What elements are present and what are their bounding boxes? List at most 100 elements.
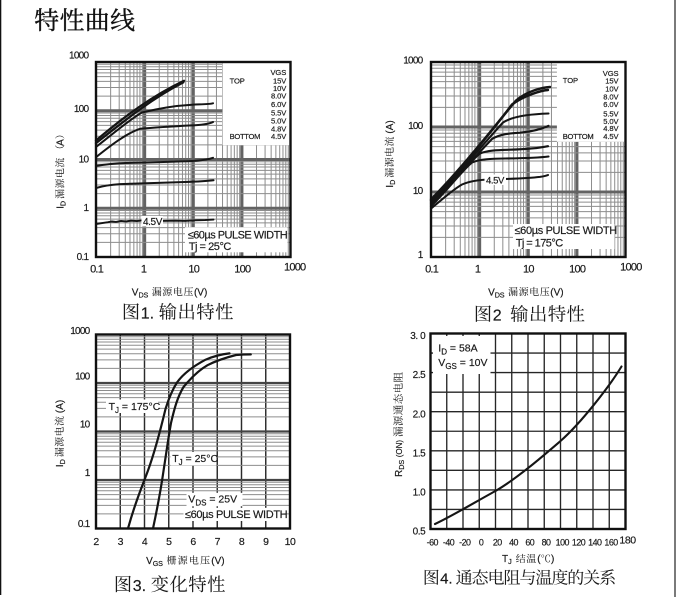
svg-text:4.8V: 4.8V (603, 124, 619, 133)
svg-text:VGS: VGS (270, 68, 286, 77)
svg-text:4: 4 (142, 536, 148, 548)
svg-text:1: 1 (475, 264, 481, 276)
svg-text:3. 0: 3. 0 (410, 331, 426, 342)
svg-text:140: 140 (588, 537, 602, 547)
svg-text:J: J (508, 557, 512, 566)
svg-text:7: 7 (215, 536, 221, 548)
svg-text:10V: 10V (273, 84, 287, 93)
svg-text:3.: 3. (133, 578, 146, 595)
svg-text:DS: DS (495, 291, 505, 300)
svg-text:120: 120 (572, 537, 586, 547)
svg-text:5: 5 (166, 536, 172, 548)
svg-text:1: 1 (418, 250, 424, 261)
svg-text:V: V (488, 287, 495, 298)
svg-text:D: D (388, 180, 397, 185)
svg-text:GS: GS (153, 559, 163, 568)
svg-text:4.: 4. (440, 571, 453, 588)
svg-text:100: 100 (74, 104, 90, 115)
svg-text:6.0V: 6.0V (603, 100, 619, 109)
svg-text:TOP: TOP (563, 76, 578, 85)
svg-text:0.1: 0.1 (77, 252, 90, 263)
svg-text:8.0V: 8.0V (271, 92, 287, 101)
svg-text:I: I (56, 206, 67, 209)
svg-text:VGS = 10V: VGS = 10V (438, 357, 487, 371)
svg-text:4.5V: 4.5V (271, 132, 287, 141)
svg-text:1000: 1000 (620, 262, 642, 274)
svg-text:0.1: 0.1 (90, 264, 104, 276)
svg-text:BOTTOM: BOTTOM (230, 132, 261, 141)
svg-text:100: 100 (569, 264, 586, 276)
svg-text:1: 1 (85, 468, 91, 479)
svg-text:I: I (385, 185, 396, 188)
svg-text:≤60µs PULSE WIDTH: ≤60µs PULSE WIDTH (185, 509, 288, 521)
svg-text:1000: 1000 (403, 56, 423, 67)
svg-text:(: ( (537, 554, 541, 565)
svg-text:1.0: 1.0 (413, 488, 427, 499)
svg-text:15V: 15V (273, 76, 287, 85)
svg-text:I: I (55, 464, 66, 467)
svg-text:(V): (V) (194, 287, 207, 298)
svg-text:10: 10 (79, 154, 90, 165)
svg-text:100: 100 (556, 537, 570, 547)
svg-text:(A): (A) (385, 120, 396, 133)
svg-text:VGS: VGS (603, 69, 619, 78)
svg-text:2: 2 (93, 536, 99, 548)
svg-text:6.0V: 6.0V (271, 100, 287, 109)
svg-text:0.5: 0.5 (413, 527, 427, 538)
svg-text:15V: 15V (605, 77, 619, 86)
svg-text:A: A (56, 139, 67, 146)
svg-text:4.5V: 4.5V (486, 175, 505, 186)
svg-text:3: 3 (118, 536, 124, 548)
svg-text:4.8V: 4.8V (271, 124, 287, 133)
svg-text:≤60µs PULSE WIDTH: ≤60µs PULSE WIDTH (515, 225, 618, 237)
svg-text:6: 6 (190, 536, 196, 548)
svg-text:-60: -60 (427, 537, 439, 547)
svg-text:≤60µs PULSE WIDTH: ≤60µs PULSE WIDTH (188, 229, 288, 241)
svg-text:VDS = 25V: VDS = 25V (188, 494, 237, 508)
svg-text:(V): (V) (550, 287, 563, 298)
svg-text:100: 100 (408, 121, 424, 132)
svg-text:180: 180 (619, 535, 636, 547)
svg-text:100: 100 (75, 371, 91, 382)
svg-text:0.1: 0.1 (425, 264, 439, 276)
svg-text:9: 9 (263, 536, 269, 548)
svg-text:80: 80 (542, 537, 551, 547)
svg-text:20: 20 (493, 537, 502, 547)
svg-text:100: 100 (234, 264, 251, 276)
svg-text:5.0V: 5.0V (271, 116, 287, 125)
svg-text:TOP: TOP (230, 76, 245, 85)
svg-text:5.5V: 5.5V (603, 110, 619, 119)
svg-text:Tj = 25°C: Tj = 25°C (189, 241, 232, 253)
svg-text:R: R (394, 470, 405, 477)
svg-text:10: 10 (413, 186, 424, 197)
svg-text:1.5: 1.5 (413, 448, 427, 459)
svg-text:160: 160 (604, 537, 618, 547)
svg-text:D: D (59, 201, 68, 206)
svg-text:1: 1 (141, 264, 147, 276)
svg-text:1000: 1000 (284, 262, 306, 274)
svg-text:1000: 1000 (70, 326, 90, 337)
svg-text:10: 10 (188, 264, 199, 276)
svg-text:V: V (132, 287, 139, 298)
svg-text:4.5V: 4.5V (143, 217, 163, 228)
svg-text:ID = 58A: ID = 58A (438, 342, 477, 356)
svg-text:TJ = 25°C: TJ = 25°C (172, 453, 218, 467)
svg-text:DS: DS (397, 460, 406, 470)
svg-text:0.1: 0.1 (78, 519, 91, 530)
svg-text:5.5V: 5.5V (271, 108, 287, 117)
svg-text:10: 10 (523, 264, 534, 276)
svg-text:2.5: 2.5 (413, 370, 427, 381)
svg-text:10: 10 (80, 419, 91, 430)
svg-text:4.5V: 4.5V (603, 132, 619, 141)
svg-text:D: D (58, 459, 67, 464)
svg-text:Tj = 175°C: Tj = 175°C (516, 238, 564, 250)
svg-text:60: 60 (525, 537, 534, 547)
svg-text:TJ = 175°C: TJ = 175°C (109, 401, 161, 415)
svg-text:V: V (146, 556, 153, 567)
svg-text:2: 2 (493, 308, 502, 325)
svg-text:-40: -40 (443, 537, 455, 547)
svg-text:1000: 1000 (69, 51, 89, 62)
svg-text:40: 40 (509, 537, 518, 547)
svg-text:10V: 10V (605, 85, 619, 94)
svg-text:8: 8 (239, 536, 245, 548)
